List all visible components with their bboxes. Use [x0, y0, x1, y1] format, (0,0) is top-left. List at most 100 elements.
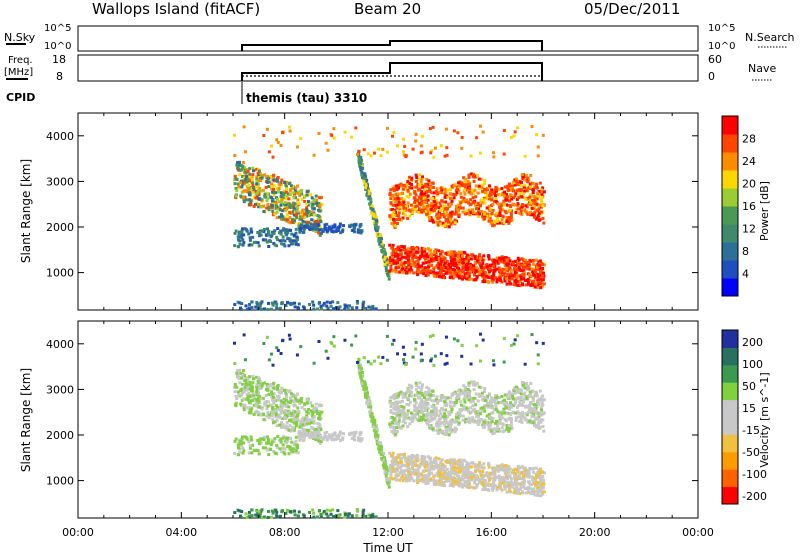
- echo-point: [363, 174, 367, 178]
- echo-point: [460, 274, 464, 278]
- echo-point: [441, 265, 445, 269]
- echo-point: [257, 442, 261, 446]
- echo-point: [403, 144, 407, 148]
- echo-point: [472, 179, 476, 183]
- echo-point: [419, 180, 423, 184]
- echo-point: [241, 373, 245, 377]
- echo-point: [395, 221, 399, 225]
- echo-point: [249, 230, 253, 234]
- echo-point: [238, 168, 242, 172]
- echo-point: [452, 404, 456, 408]
- echo-point: [325, 300, 329, 304]
- echo-point: [295, 423, 299, 427]
- echo-point: [522, 266, 526, 270]
- echo-point: [265, 199, 269, 203]
- echo-point: [283, 409, 287, 413]
- echo-point: [262, 435, 266, 439]
- echo-point: [483, 409, 487, 413]
- echo-point: [444, 217, 448, 221]
- echo-point: [418, 381, 422, 385]
- echo-point: [418, 207, 422, 211]
- echo-point: [408, 209, 412, 213]
- echo-point: [299, 226, 303, 230]
- echo-point: [236, 182, 240, 186]
- echo-point: [281, 301, 285, 305]
- echo-point: [430, 263, 434, 267]
- echo-point: [413, 398, 417, 402]
- echo-point: [273, 212, 277, 216]
- echo-point: [270, 185, 274, 189]
- echo-point: [465, 256, 469, 260]
- echo-point: [409, 411, 413, 415]
- echo-point: [261, 238, 265, 242]
- echo-point: [242, 390, 246, 394]
- echo-point: [270, 404, 274, 408]
- echo-point: [375, 427, 379, 431]
- echo-point: [457, 421, 461, 425]
- echo-point: [413, 409, 417, 413]
- echo-point: [252, 204, 256, 208]
- echo-point: [251, 166, 255, 170]
- echo-point: [253, 411, 257, 415]
- echo-point: [233, 231, 237, 235]
- echo-point: [375, 442, 379, 446]
- echo-point: [492, 271, 496, 275]
- echo-point: [502, 129, 506, 133]
- echo-point: [520, 413, 524, 417]
- echo-point: [303, 212, 307, 216]
- echo-point: [312, 407, 316, 411]
- echo-point: [448, 413, 452, 417]
- echo-point: [286, 192, 290, 196]
- echo-point: [354, 126, 358, 130]
- echo-point: [428, 216, 432, 220]
- echo-point: [362, 384, 366, 388]
- echo-point: [276, 396, 280, 400]
- echo-point: [289, 184, 293, 188]
- echo-point: [250, 300, 254, 304]
- echo-point: [369, 154, 373, 158]
- echo-point: [453, 182, 457, 186]
- echo-point: [498, 419, 502, 423]
- echo-point: [483, 178, 487, 182]
- echo-point: [252, 169, 256, 173]
- echo-point: [270, 204, 274, 208]
- echo-point: [532, 403, 536, 407]
- echo-point: [311, 206, 315, 210]
- echo-point: [355, 299, 359, 303]
- echo-point: [481, 280, 485, 284]
- echo-point: [362, 387, 366, 391]
- echo-point: [265, 233, 269, 237]
- echo-point: [424, 274, 428, 278]
- echo-point: [280, 386, 284, 390]
- echo-point: [268, 383, 272, 387]
- echo-point: [380, 451, 384, 455]
- echo-point: [527, 273, 531, 277]
- echo-point: [501, 399, 505, 403]
- echo-point: [238, 242, 242, 246]
- echo-point: [298, 425, 302, 429]
- echo-point: [511, 202, 515, 206]
- echo-point: [432, 417, 436, 421]
- echo-point: [542, 398, 546, 402]
- echo-point: [533, 423, 537, 427]
- echo-point: [279, 421, 283, 425]
- echo-point: [434, 255, 438, 259]
- echo-point: [443, 210, 447, 214]
- echo-point: [425, 385, 429, 389]
- echo-point: [524, 382, 528, 386]
- echo-point: [528, 419, 532, 423]
- echo-point: [502, 402, 506, 406]
- echo-point: [457, 389, 461, 393]
- echo-point: [362, 300, 366, 304]
- echo-point: [474, 410, 478, 414]
- echo-point: [507, 219, 511, 223]
- echo-point: [285, 414, 289, 418]
- echo-point: [367, 192, 371, 196]
- echo-point: [241, 227, 245, 231]
- echo-point: [490, 396, 494, 400]
- echo-point: [399, 261, 403, 265]
- echo-point: [445, 146, 449, 150]
- echo-point: [438, 262, 442, 266]
- echo-point: [464, 177, 468, 181]
- echo-point: [330, 434, 334, 438]
